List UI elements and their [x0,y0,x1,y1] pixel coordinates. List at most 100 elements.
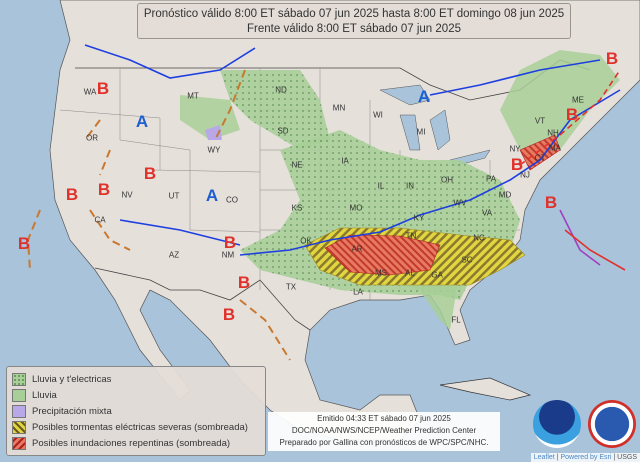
legend-item: Lluvia y t'electricas [12,371,260,387]
state-label: SD [277,126,289,136]
legend-item: Precipitación mixta [12,403,260,419]
state-label: MA [549,143,561,153]
low-pressure-center: B [544,193,558,212]
fronts [84,44,626,271]
state-label: WV [453,198,467,208]
state-label: IA [341,156,349,166]
state-label: FL [451,315,461,325]
preparer: Preparado por Gallina con pronósticos de… [279,438,489,447]
state-label: OK [300,236,312,246]
legend-item: Posibles tormentas eléctricas severas (s… [12,419,260,435]
legend-item: Posibles inundaciones repentinas (sombre… [12,435,260,451]
cold-front [239,89,621,256]
state-label: TN [405,231,417,241]
rain-swatch [12,388,26,402]
legend-label: Posibles tormentas eléctricas severas (s… [32,421,248,433]
legend: Lluvia y t'electricas Lluvia Precipitaci… [6,366,266,456]
low-pressure-center: B [65,185,79,204]
front-valid-text: Frente válido 8:00 ET sábado 07 jun 2025 [247,23,461,35]
state-label: KY [413,213,425,223]
low-pressure-center: B [96,79,110,98]
mixed-precip-swatch [12,404,26,418]
state-label: MD [498,190,512,200]
state-label: MT [187,91,199,101]
low-pressure-center: B [97,180,111,199]
low-pressure-center: B [223,233,237,252]
state-label: WA [83,87,97,97]
legend-label: Lluvia y t'electricas [32,373,112,385]
low-pressure-center: B [222,305,236,324]
state-label: CT [534,153,546,163]
warm-front [519,69,621,166]
severe-storm-swatch [12,420,26,434]
esri-link[interactable]: Powered by Esri [560,454,612,461]
leaflet-link[interactable]: Leaflet [533,454,555,461]
state-label: NJ [520,170,530,180]
legend-label: Lluvia [32,389,57,401]
border-us-mexico [94,267,311,331]
state-label: MN [332,103,346,113]
warm-front [564,229,626,271]
cold-front [119,219,241,246]
state-label: ND [275,85,287,95]
state-label: TX [285,282,297,292]
low-pressure-center: B [565,105,579,124]
state-label: IL [377,181,385,191]
state-label: MI [416,127,426,137]
issuing-center: DOC/NOAA/NWS/NCEP/Weather Prediction Cen… [291,426,477,435]
troughs [26,69,291,361]
forecast-title-box: Pronóstico válido 8:00 ET sábado 07 jun … [137,3,571,39]
state-label: CA [94,215,106,225]
low-pressure-center: B [143,164,157,183]
state-label: NC [473,233,485,243]
map-attribution: Leaflet | Powered by Esri | USGS [530,453,640,462]
occluded-front [559,209,601,266]
legend-label: Precipitación mixta [32,405,112,417]
low-pressure-center: B [17,234,31,253]
state-label: ME [572,95,584,105]
state-label: NY [509,144,521,154]
state-label: GA [431,270,443,280]
high-pressure-center: A [135,112,149,131]
state-label: AZ [168,250,180,260]
low-pressure-center: B [605,49,619,68]
state-label: MO [349,203,363,213]
state-label: SC [461,255,473,265]
state-label: AL [405,268,415,278]
flash-flood-swatch [12,436,26,450]
nws-logo [588,400,636,448]
cold-front [429,59,601,96]
state-label: OH [441,175,453,185]
state-label: PA [485,174,497,184]
legend-label: Posibles inundaciones repentinas (sombre… [32,437,231,449]
state-label: IN [406,181,414,191]
low-pressure-center: B [237,273,251,292]
usgs-text: USGS [617,454,637,461]
forecast-valid-text: Pronóstico válido 8:00 ET sábado 07 jun … [143,8,565,20]
noaa-logo [533,400,581,448]
state-label: UT [168,191,180,201]
great-lakes [379,84,491,167]
state-label: NM [221,250,235,260]
state-label: NH [547,128,559,138]
state-label: AR [351,244,363,254]
state-label: NV [121,190,133,200]
high-pressure-center: A [417,87,431,106]
state-label: KS [291,203,303,213]
state-label: VA [481,208,493,218]
low-pressure-center: B [510,155,524,174]
state-label: NE [291,160,303,170]
state-label: LA [353,287,363,297]
issued-time: Emitido 04:33 ET sábado 07 jun 2025 [317,414,451,423]
state-label: VT [534,116,546,126]
rain-thunder-swatch [12,372,26,386]
high-pressure-center: A [205,186,219,205]
state-label: CO [226,195,238,205]
cuba [439,377,532,401]
state-label: WY [207,145,221,155]
state-label: WI [373,110,383,120]
legend-item: Lluvia [12,387,260,403]
state-label: OR [86,133,98,143]
cold-front [84,44,256,79]
